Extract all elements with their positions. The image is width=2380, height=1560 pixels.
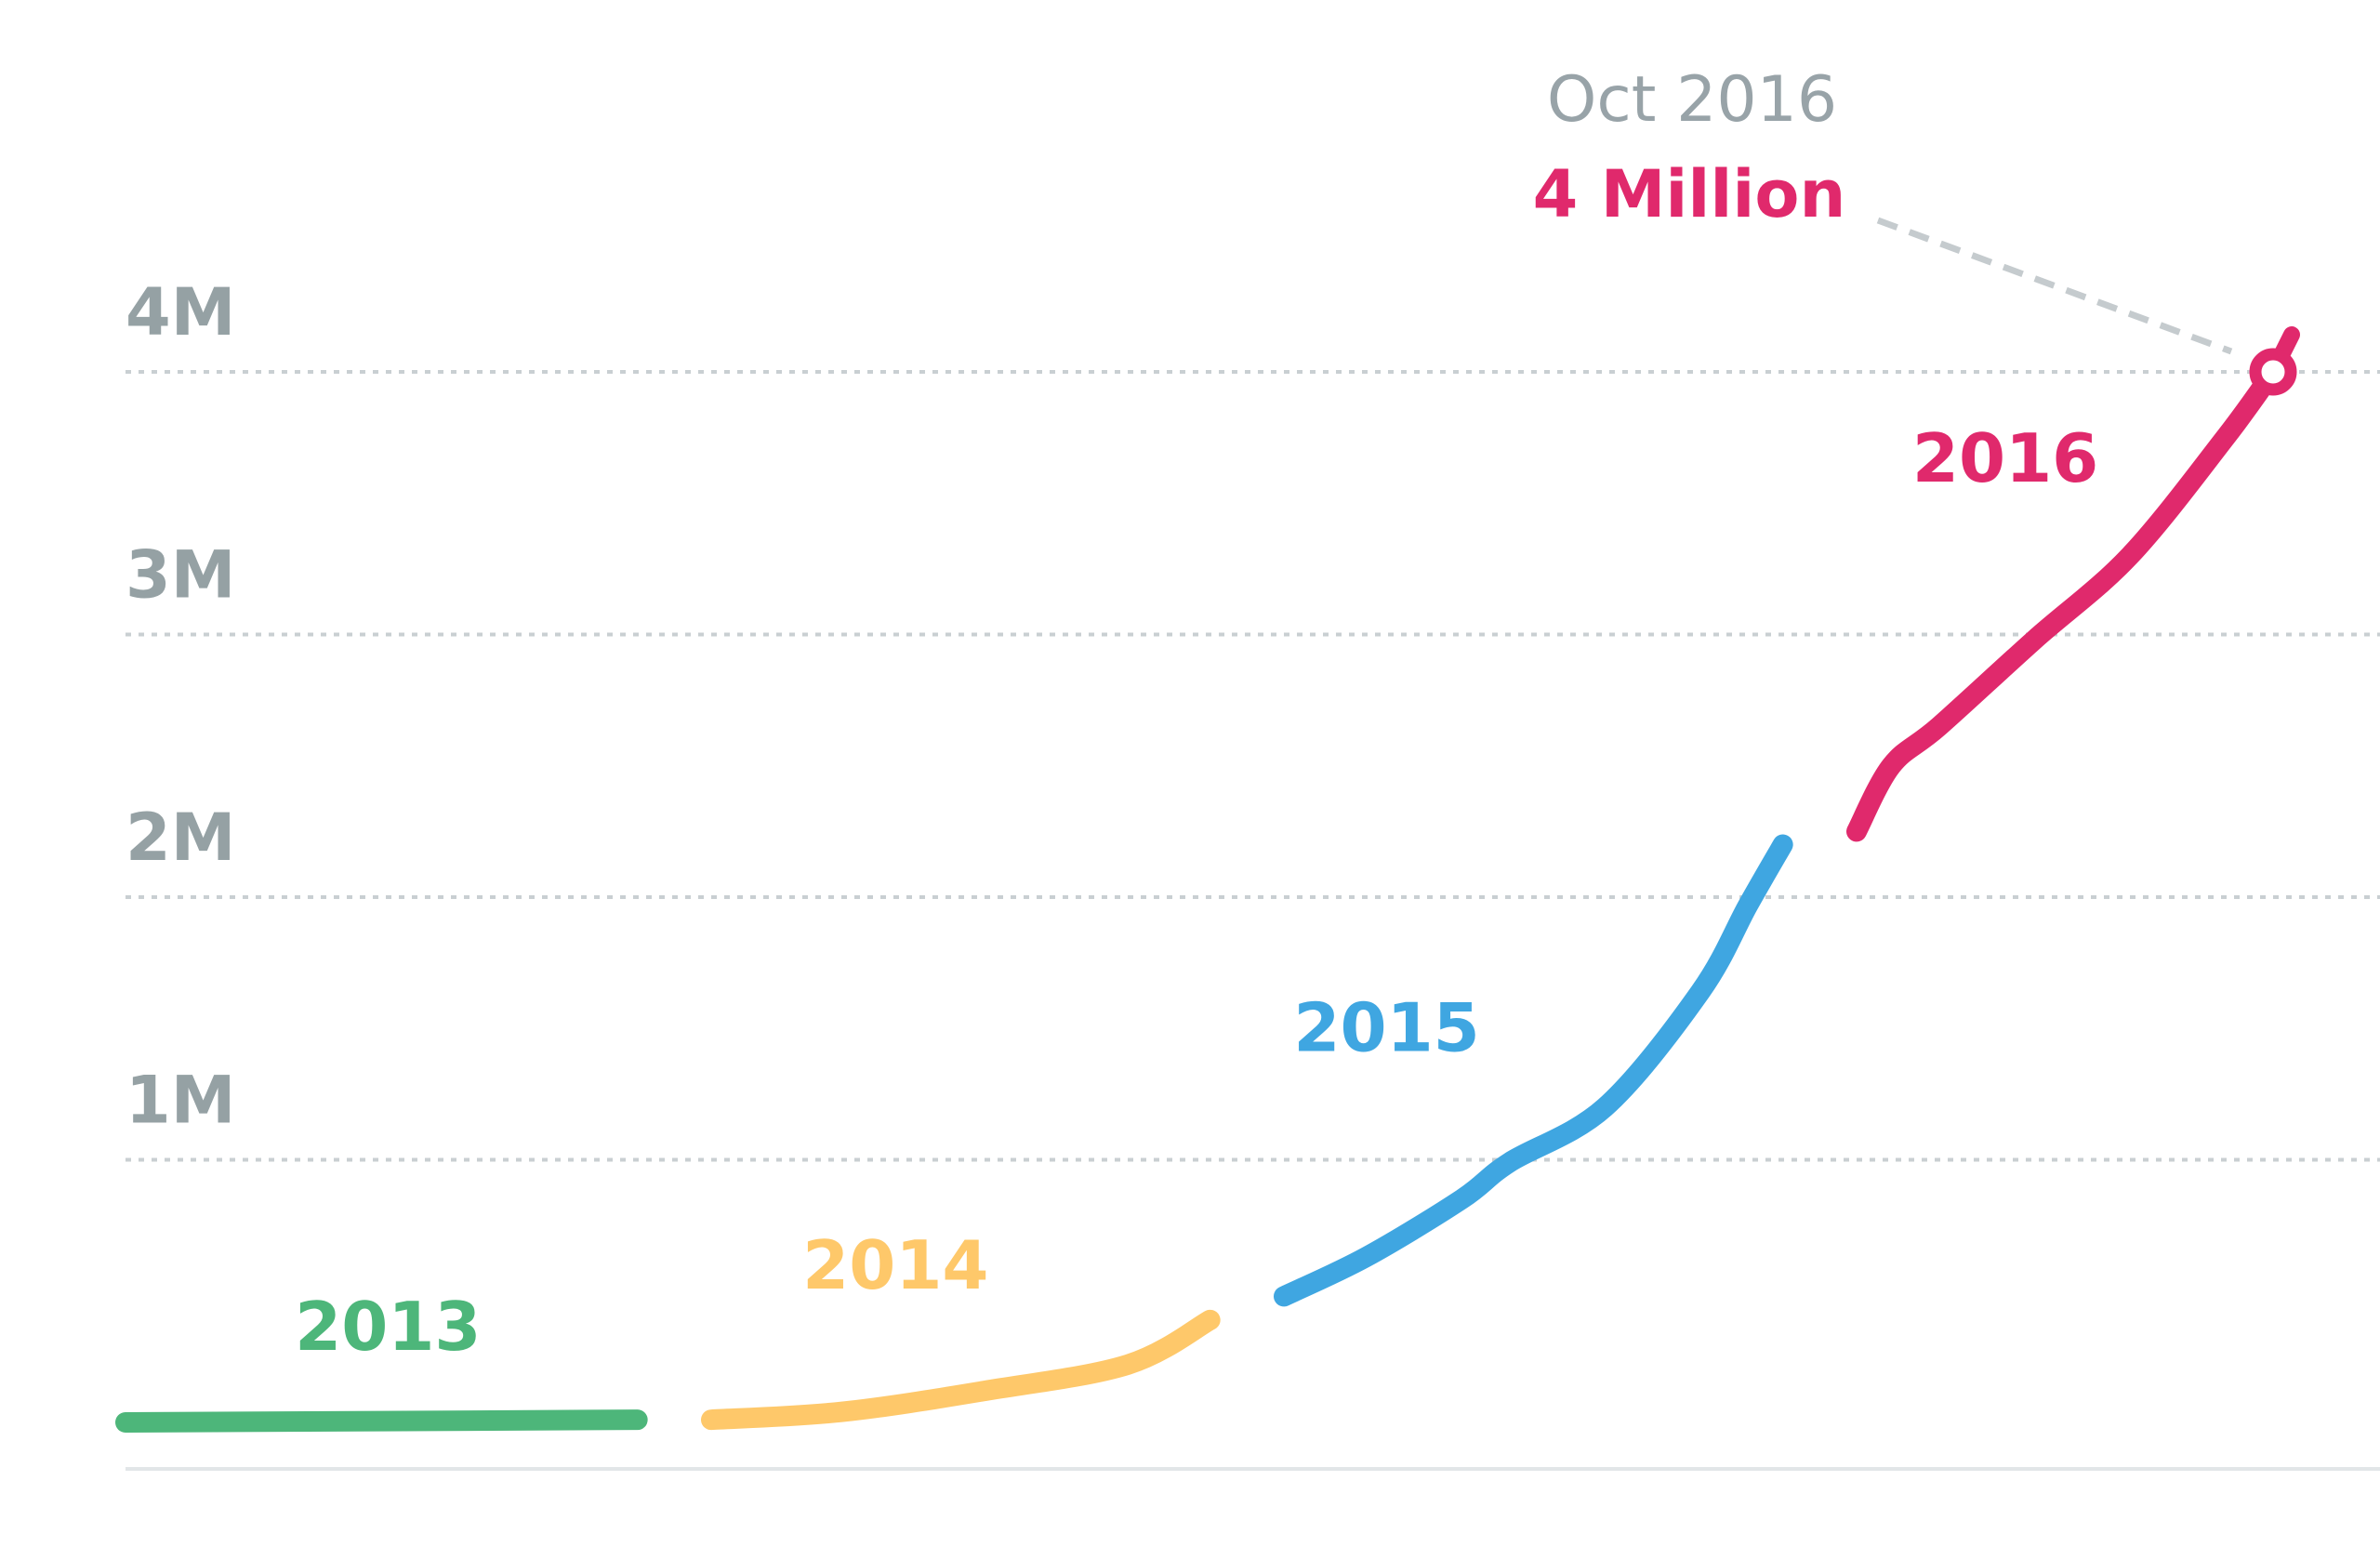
series-label-2013: 2013 xyxy=(295,1288,481,1366)
series-line-2014 xyxy=(701,1309,1221,1431)
y-tick-label-4m: 4M xyxy=(126,274,235,350)
annotation-leader-line xyxy=(1876,217,2233,355)
series-layer xyxy=(115,326,2300,1433)
y-tick-label-2m: 2M xyxy=(126,800,235,876)
series-label-2014: 2014 xyxy=(802,1226,988,1304)
annotation-layer: Oct 2016 4 Million xyxy=(1533,63,2297,396)
annotation-date: Oct 2016 xyxy=(1547,63,1837,137)
series-label-2016: 2016 xyxy=(1912,419,2098,497)
annotation-marker xyxy=(2249,348,2297,396)
y-tick-label-3m: 3M xyxy=(126,537,235,614)
grid-layer: 1M 2M 3M 4M xyxy=(126,274,2380,1471)
annotation-value: 4 Million xyxy=(1533,156,1846,232)
series-line-2015 xyxy=(1274,834,1793,1307)
series-line-2016 xyxy=(1846,362,2283,842)
y-tick-label-1m: 1M xyxy=(126,1063,235,1139)
label-layer: 2013 2014 2015 2016 xyxy=(295,419,2098,1366)
series-label-2015: 2015 xyxy=(1293,988,1479,1066)
series-line-2013 xyxy=(115,1409,648,1433)
